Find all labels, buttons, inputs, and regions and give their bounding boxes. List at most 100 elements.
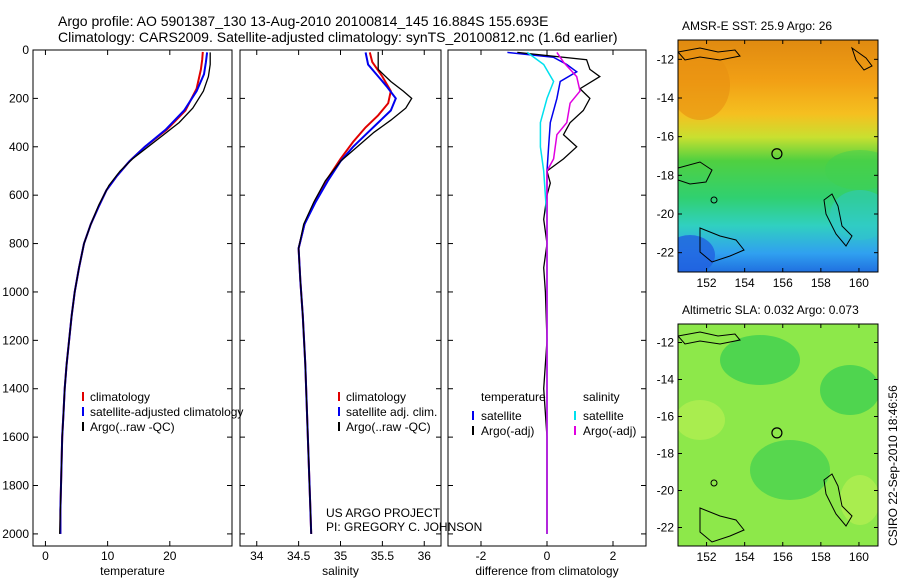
y-tick-label: 0	[22, 43, 29, 57]
argo-float-marker	[771, 427, 783, 439]
sst-warm-patch	[678, 50, 730, 120]
sla-high-patch	[720, 335, 800, 385]
map-y-tick-label: -12	[657, 52, 675, 66]
map-y-tick-label: -14	[657, 91, 675, 105]
legend-label: climatology	[346, 390, 406, 404]
sla-coast-south	[699, 507, 745, 543]
sst-coast-ne	[851, 46, 873, 71]
legend-label: Argo(-adj)	[481, 424, 534, 438]
timestamp: CSIRO 22-Sep-2010 18:46:56	[886, 385, 900, 546]
salinity-argo-line	[546, 51, 581, 534]
x-tick-label: 0	[42, 549, 49, 563]
map-x-tick-label: 154	[735, 276, 755, 290]
legend-label: Argo(..raw -QC)	[346, 420, 431, 434]
y-tick-label: 1400	[2, 382, 29, 396]
sst-map	[678, 40, 878, 272]
x-tick-label: 35	[334, 549, 348, 563]
sla-map	[678, 324, 878, 546]
sst-map-frame	[677, 39, 879, 273]
sst-island	[710, 196, 718, 204]
map-y-tick-label: -16	[657, 410, 675, 424]
sla-coast-reef	[823, 473, 853, 527]
map-x-tick-label: 158	[811, 550, 831, 564]
map-y-tick-label: -20	[657, 484, 675, 498]
figure-title-line2: Climatology: CARS2009. Satellite-adjuste…	[58, 29, 618, 45]
y-tick-label: 1600	[2, 430, 29, 444]
legend-label: satellite adj. clim.	[346, 405, 437, 419]
map-y-tick-label: -20	[657, 207, 675, 221]
map-y-tick-label: -12	[657, 336, 675, 350]
sst-green-patch	[825, 150, 878, 190]
map-y-tick-label: -16	[657, 130, 675, 144]
salinity-plot-frame	[239, 49, 442, 547]
y-tick-label: 2000	[2, 527, 29, 541]
x-tick-label: 0	[544, 549, 551, 563]
credit-line1: US ARGO PROJECT	[326, 506, 441, 520]
legend-label: Argo(..raw -QC)	[90, 420, 175, 434]
map-x-tick-label: 160	[849, 276, 869, 290]
sst-map-axes: 152 154 156 158 160 -12 -14 -16 -18 -20 -22	[657, 40, 878, 290]
legend-label: satellite	[481, 409, 522, 423]
sst-cool-patch	[830, 190, 878, 240]
legend-label: climatology	[90, 390, 150, 404]
sla-island	[710, 479, 718, 487]
map-x-tick-label: 152	[697, 550, 717, 564]
sst-map-title: AMSR-E SST: 25.9 Argo: 26	[682, 19, 833, 33]
y-tick-label: 600	[9, 188, 29, 202]
climatology-line	[59, 51, 204, 534]
x-tick-label: 10	[101, 549, 115, 563]
map-x-tick-label: 156	[773, 550, 793, 564]
sst-coast-south	[699, 227, 745, 263]
map-y-tick-label: -22	[657, 246, 675, 260]
argo-line	[59, 52, 211, 534]
temperature-argo-line	[517, 51, 601, 534]
map-y-tick-label: -14	[657, 373, 675, 387]
temperature-plot-frame	[32, 49, 233, 547]
sla-high-patch-center	[750, 440, 830, 500]
x-tick-label: 36	[418, 549, 432, 563]
legend-label: satellite-adjusted climatology	[90, 405, 243, 419]
sla-coast-north	[678, 331, 741, 345]
sla-map-title: Altimetric SLA: 0.032 Argo: 0.073	[682, 303, 859, 317]
y-tick-label: 400	[9, 140, 29, 154]
sst-cold-patch	[678, 235, 715, 272]
map-y-tick-label: -18	[657, 168, 675, 182]
map-y-tick-label: -18	[657, 447, 675, 461]
sst-coast-north	[678, 47, 741, 61]
salinity-chart: 34 34.5 35 35.5 36 salinity climatologysatelli…	[240, 49, 441, 578]
sla-high-patch-east	[820, 365, 878, 415]
map-x-tick-label: 152	[697, 276, 717, 290]
legend-label: Argo(-adj)	[583, 424, 636, 438]
legend-header-salinity: salinity	[583, 390, 620, 404]
satellite-line	[59, 52, 209, 534]
x-tick-label: 34.5	[287, 549, 311, 563]
y-tick-label: 1000	[2, 285, 29, 299]
map-x-tick-label: 158	[811, 276, 831, 290]
x-tick-label: 35.5	[371, 549, 395, 563]
x-axis-label: salinity	[322, 564, 359, 578]
x-tick-label: 20	[163, 549, 177, 563]
figure-title-line1: Argo profile: AO 5901387_130 13-Aug-2010…	[58, 13, 549, 29]
argo-line	[297, 51, 413, 534]
legend-label: satellite	[583, 409, 624, 423]
sla-map-axes: 152 154 156 158 160 -12 -14 -16 -18 -20 -22	[657, 324, 878, 564]
sla-map-frame	[677, 323, 879, 547]
sst-coast-west	[678, 161, 713, 185]
credit-line2: PI: GREGORY C. JOHNSON	[326, 520, 483, 534]
x-tick-label: 2	[610, 549, 617, 563]
map-x-tick-label: 156	[773, 276, 793, 290]
y-tick-label: 800	[9, 237, 29, 251]
x-tick-label: 34	[250, 549, 264, 563]
map-x-tick-label: 154	[735, 550, 755, 564]
y-tick-label: 1800	[2, 479, 29, 493]
temperature-satellite-line	[507, 51, 579, 534]
y-tick-label: 200	[9, 91, 29, 105]
sla-low-patch-east	[840, 475, 878, 525]
x-tick-label: -2	[476, 549, 487, 563]
legend-header-temperature: temperature	[481, 390, 546, 404]
argo-float-marker	[771, 148, 783, 160]
satellite-line	[297, 52, 397, 534]
y-tick-label: 1200	[2, 333, 29, 347]
sla-low-patch	[678, 400, 725, 440]
